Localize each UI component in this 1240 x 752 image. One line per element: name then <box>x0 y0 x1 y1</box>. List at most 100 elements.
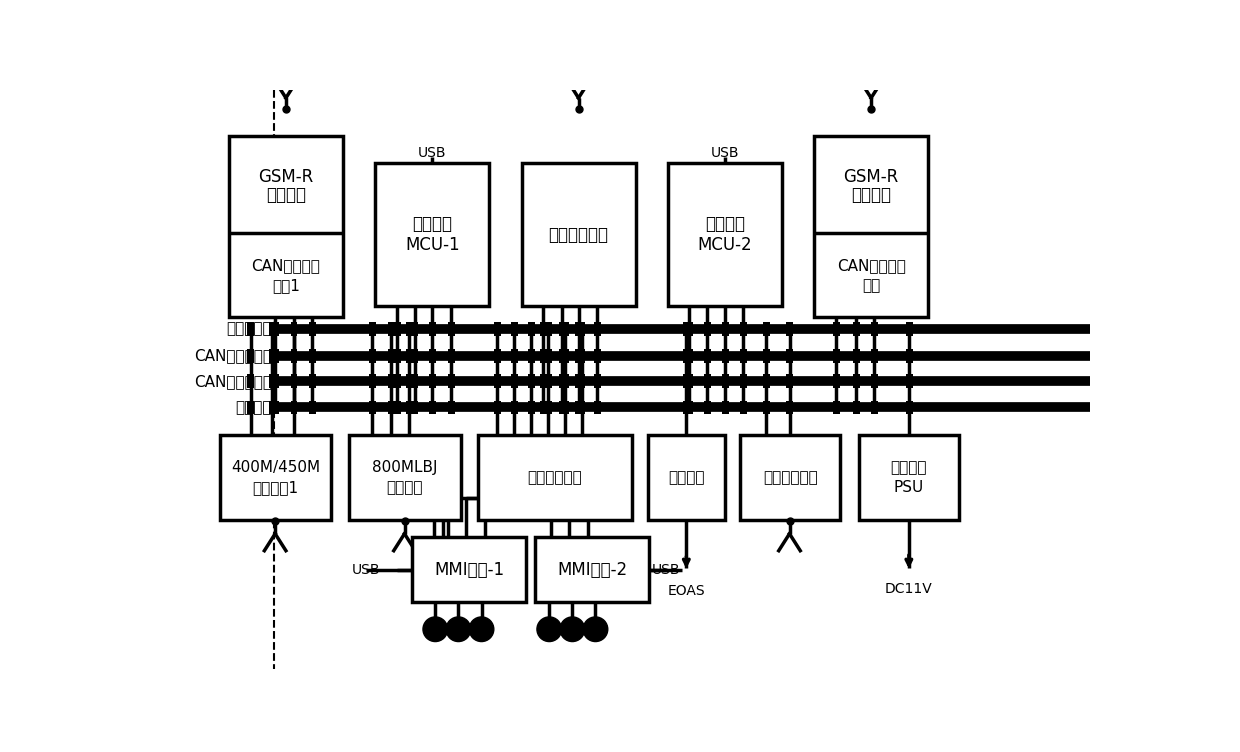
Circle shape <box>583 617 608 641</box>
Text: USB: USB <box>352 563 381 577</box>
Bar <box>558 349 565 362</box>
Text: USB: USB <box>652 563 681 577</box>
Text: 以太网总线: 以太网总线 <box>227 321 272 336</box>
Bar <box>429 322 436 336</box>
Bar <box>764 374 770 388</box>
Bar <box>786 322 794 336</box>
Circle shape <box>423 617 448 641</box>
Bar <box>290 349 298 362</box>
Bar <box>448 349 455 362</box>
Bar <box>412 322 418 336</box>
Bar <box>429 401 436 414</box>
Bar <box>683 349 691 362</box>
Text: 通信单元1: 通信单元1 <box>253 480 299 495</box>
Bar <box>764 401 770 414</box>
Bar <box>494 349 501 362</box>
Bar <box>448 322 455 336</box>
Bar <box>683 401 691 414</box>
Bar <box>494 374 501 388</box>
Bar <box>562 374 568 388</box>
Bar <box>394 374 401 388</box>
Bar <box>290 374 298 388</box>
Bar <box>562 401 568 414</box>
Bar <box>740 374 748 388</box>
Bar <box>558 322 565 336</box>
Bar <box>494 322 501 336</box>
Bar <box>412 537 526 602</box>
Bar <box>429 349 436 362</box>
Bar <box>272 349 279 362</box>
Bar <box>872 374 878 388</box>
Bar <box>544 374 552 388</box>
Bar <box>686 374 693 388</box>
Bar <box>668 163 781 306</box>
Bar <box>309 401 316 414</box>
Bar <box>686 322 693 336</box>
Bar <box>290 374 298 388</box>
Bar <box>722 374 729 388</box>
Bar <box>786 349 794 362</box>
Bar <box>575 374 583 388</box>
Text: MMI终端-1: MMI终端-1 <box>434 560 505 578</box>
Bar <box>722 401 729 414</box>
Bar <box>248 374 254 388</box>
Text: MMI终端-2: MMI终端-2 <box>557 560 627 578</box>
Bar <box>269 322 277 336</box>
Bar <box>704 322 711 336</box>
Bar <box>272 374 279 388</box>
Bar <box>575 322 583 336</box>
Bar <box>722 322 729 336</box>
Bar <box>686 401 693 414</box>
Bar <box>448 374 455 388</box>
Bar <box>594 374 601 388</box>
Bar <box>832 322 839 336</box>
Bar <box>370 374 376 388</box>
Bar <box>388 349 394 362</box>
Bar <box>832 374 839 388</box>
Bar <box>764 322 770 336</box>
Circle shape <box>446 617 471 641</box>
Bar <box>405 374 413 388</box>
Bar <box>388 374 394 388</box>
Bar <box>429 374 436 388</box>
Bar <box>853 374 859 388</box>
Bar <box>528 374 534 388</box>
Bar <box>594 322 601 336</box>
Bar <box>494 401 501 414</box>
Bar <box>740 322 748 336</box>
Text: 400M/450M: 400M/450M <box>231 460 320 475</box>
Bar <box>309 322 316 336</box>
Bar <box>859 435 959 520</box>
Text: 记录单元: 记录单元 <box>668 470 704 485</box>
Bar <box>579 374 585 388</box>
Bar <box>370 349 376 362</box>
Bar <box>370 322 376 336</box>
Bar <box>853 322 859 336</box>
Bar <box>269 401 277 414</box>
Text: 数据单元: 数据单元 <box>851 186 892 205</box>
Bar <box>853 349 859 362</box>
Bar <box>786 374 794 388</box>
Bar <box>579 349 585 362</box>
Text: EOAS: EOAS <box>667 584 706 598</box>
Bar <box>704 401 711 414</box>
Bar <box>704 349 711 362</box>
Bar <box>350 435 461 520</box>
Text: 卫星定位单元: 卫星定位单元 <box>548 226 609 244</box>
Bar <box>905 401 913 414</box>
Text: 无线宽带单元: 无线宽带单元 <box>763 470 817 485</box>
Bar <box>269 374 277 388</box>
Bar <box>522 163 635 306</box>
Bar <box>511 322 517 336</box>
Bar <box>290 401 298 414</box>
Text: MCU-2: MCU-2 <box>698 236 753 254</box>
Bar <box>575 401 583 414</box>
Bar <box>448 401 455 414</box>
Text: DC11V: DC11V <box>885 582 932 596</box>
Text: 话音单元: 话音单元 <box>265 186 306 205</box>
Text: 备控单元: 备控单元 <box>704 215 745 233</box>
Bar <box>562 322 568 336</box>
Bar <box>272 322 279 336</box>
Circle shape <box>469 617 494 641</box>
Bar <box>832 349 839 362</box>
